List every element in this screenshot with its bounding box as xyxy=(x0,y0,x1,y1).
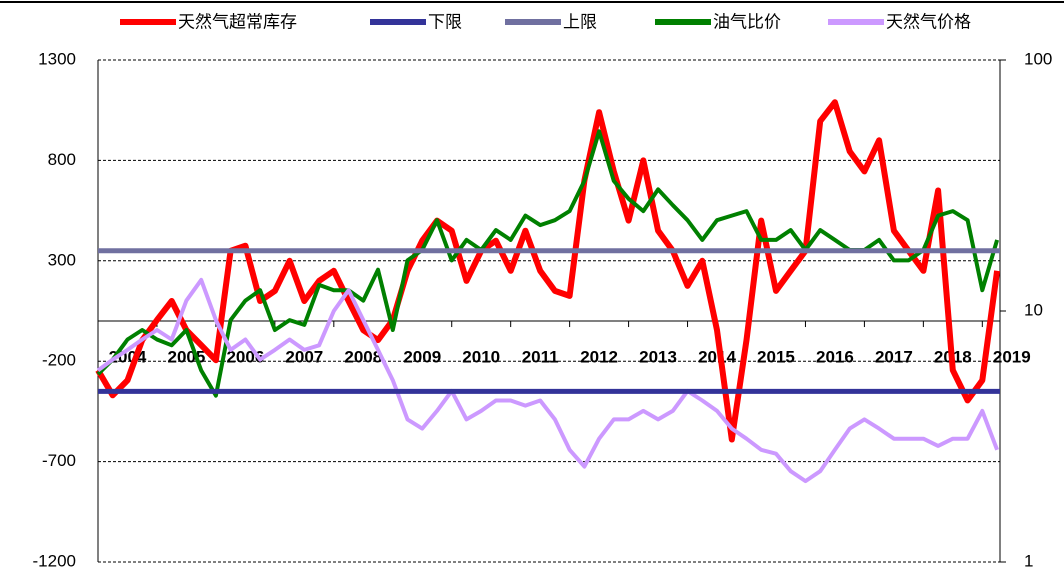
y2-tick-label: 100 xyxy=(1024,49,1052,68)
x-tick-label: 2012 xyxy=(580,348,618,367)
y-tick-label: -200 xyxy=(42,351,76,370)
y-tick-label: -1200 xyxy=(33,551,76,570)
x-tick-label: 2010 xyxy=(462,348,500,367)
series-line xyxy=(96,277,999,484)
x-tick-label: 2016 xyxy=(816,348,854,367)
legend-label: 下限 xyxy=(428,12,462,31)
y-tick-label: -700 xyxy=(42,451,76,470)
legend-label: 油气比价 xyxy=(713,12,781,31)
x-tick-label: 2013 xyxy=(639,348,677,367)
x-tick-label: 2014 xyxy=(698,348,736,367)
y2-tick-label: 10 xyxy=(1024,300,1043,319)
y-tick-label: 1300 xyxy=(38,49,76,68)
legend-label: 上限 xyxy=(563,12,597,31)
x-tick-label: 2009 xyxy=(403,348,441,367)
x-tick-label: 2017 xyxy=(875,348,913,367)
y2-tick-label: 1 xyxy=(1024,551,1033,570)
legend-label: 天然气价格 xyxy=(886,12,971,31)
x-tick-label: 2019 xyxy=(993,348,1031,367)
x-tick-label: 2008 xyxy=(344,348,382,367)
x-tick-label: 2015 xyxy=(757,348,795,367)
series-line xyxy=(95,99,1001,443)
y-tick-label: 800 xyxy=(48,150,76,169)
x-tick-label: 2007 xyxy=(285,348,323,367)
legend-label: 天然气超常库存 xyxy=(178,12,297,31)
x-tick-label: 2011 xyxy=(522,348,559,367)
y-tick-label: 300 xyxy=(48,250,76,269)
